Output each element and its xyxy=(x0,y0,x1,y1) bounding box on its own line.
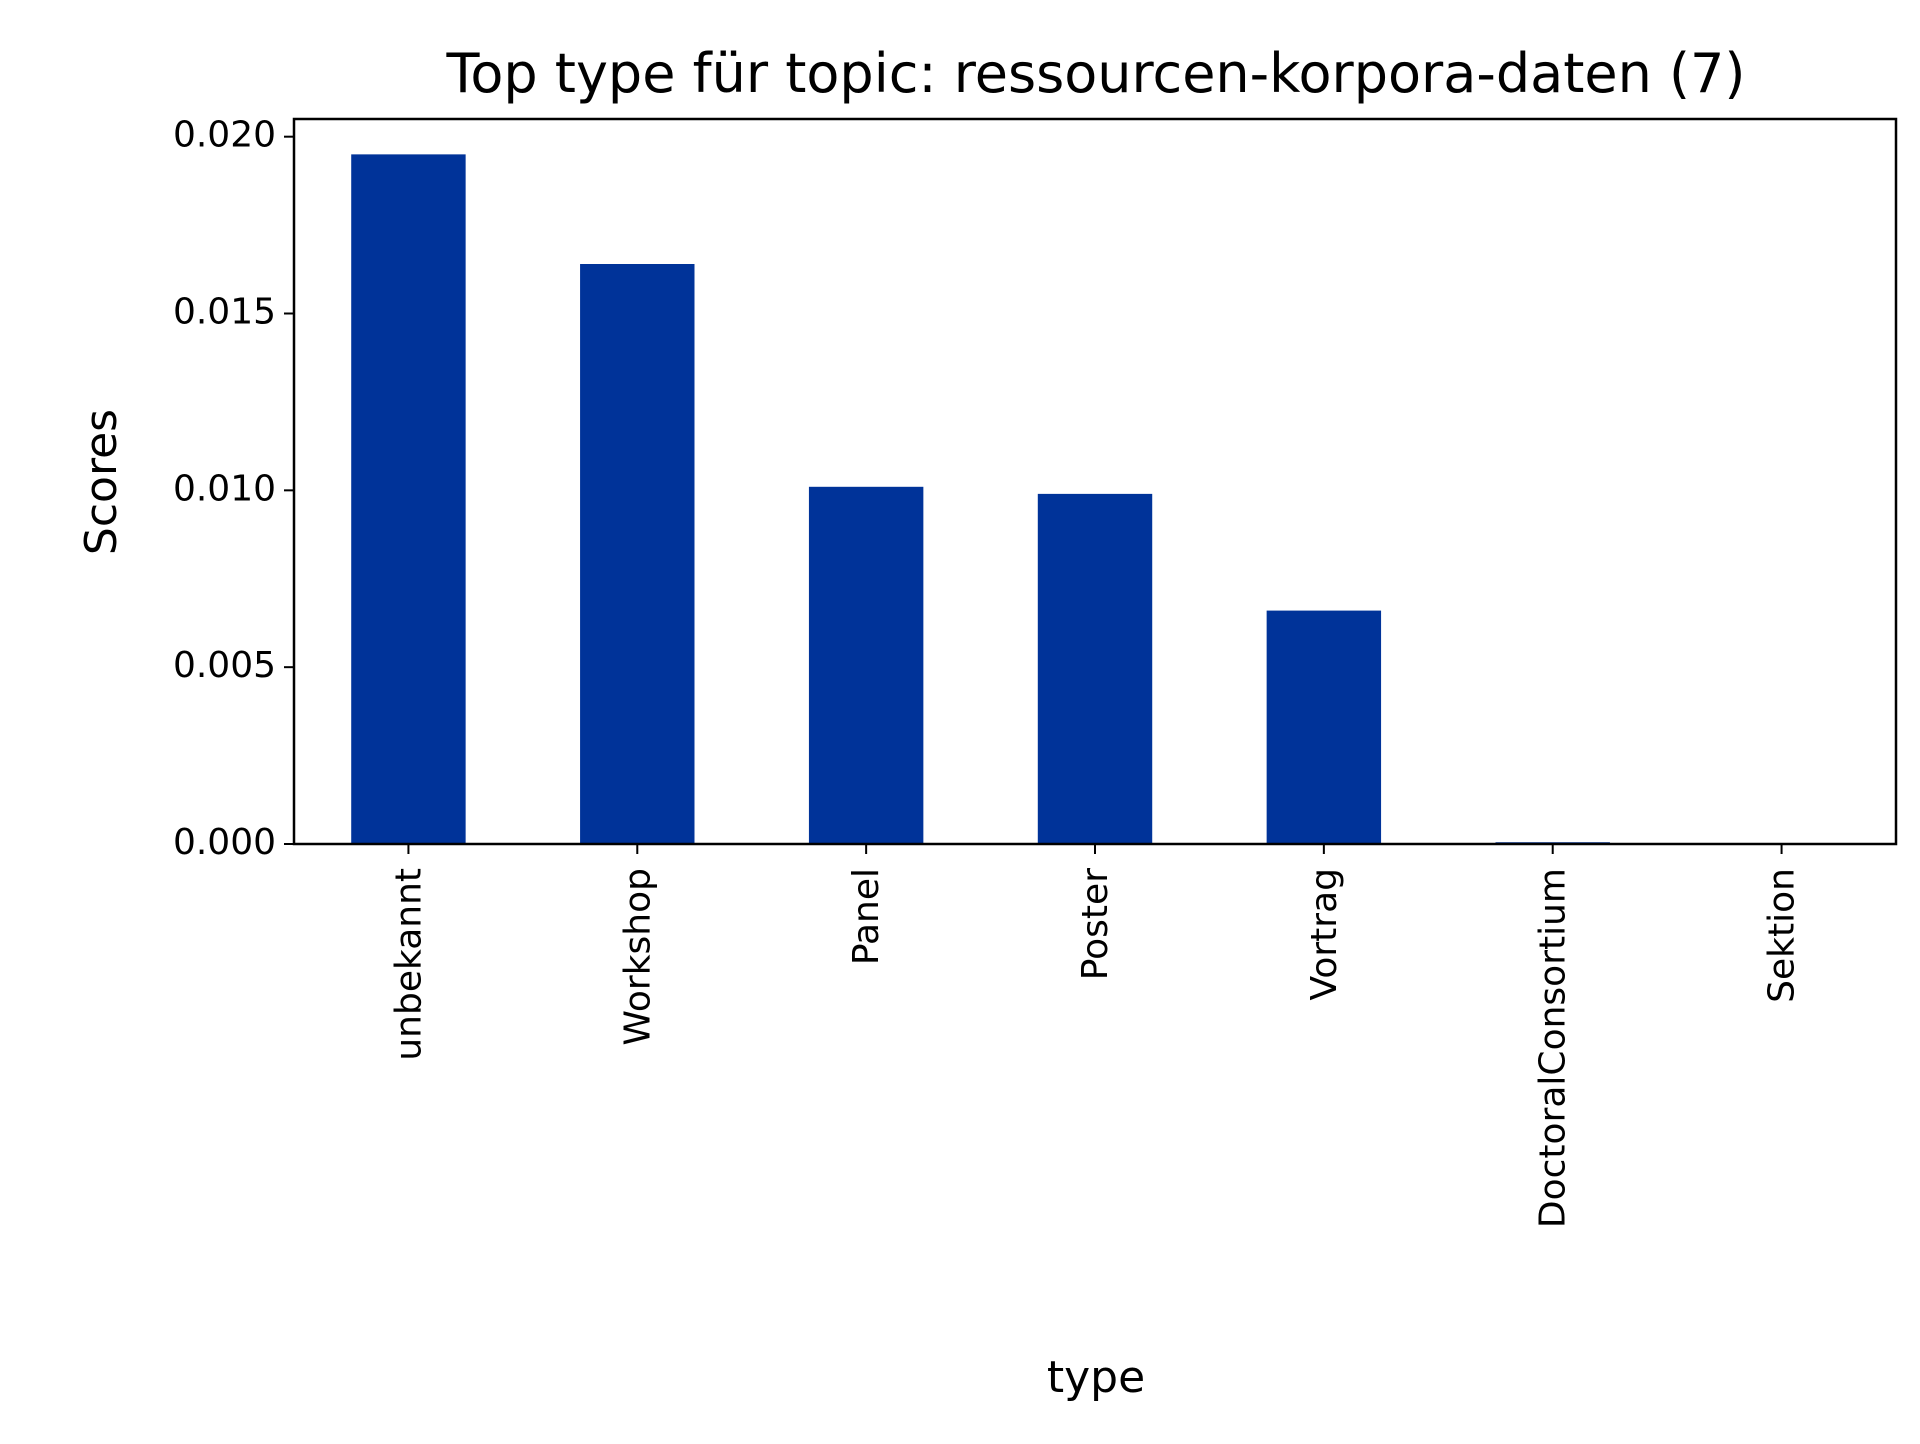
y-tick-label: 0.005 xyxy=(173,645,276,686)
bar-workshop xyxy=(580,264,695,844)
plot-frame xyxy=(292,117,1898,846)
x-tick-label: Vortrag xyxy=(1304,868,1345,1001)
chart-title: Top type für topic: ressourcen-korpora-d… xyxy=(446,42,1746,105)
y-tick-label: 0.015 xyxy=(173,292,276,333)
y-tick-label: 0.020 xyxy=(173,115,276,156)
x-axis-ticks: unbekannt Workshop Panel Poster Vortrag Docto… xyxy=(388,844,1803,1228)
y-tick-label: 0.000 xyxy=(173,822,276,863)
x-tick-label: Panel xyxy=(846,868,887,965)
x-tick-label: Workshop xyxy=(617,868,658,1046)
y-axis-label: Scores xyxy=(76,409,127,555)
x-tick-label: DoctoralConsortium xyxy=(1533,868,1574,1228)
x-tick-label: Poster xyxy=(1075,868,1116,980)
x-tick-label: Sektion xyxy=(1762,868,1803,1003)
bars-group xyxy=(351,154,1610,844)
bar-unbekannt xyxy=(351,154,466,844)
x-axis-label: type xyxy=(1047,1352,1145,1403)
bar-vortrag xyxy=(1266,610,1382,844)
y-tick-label: 0.010 xyxy=(173,468,276,509)
x-tick-label: unbekannt xyxy=(388,868,429,1061)
y-axis-ticks: 0.000 0.005 0.010 0.015 0.020 xyxy=(173,115,294,863)
bar-panel xyxy=(808,486,924,844)
bar-poster xyxy=(1037,493,1153,844)
